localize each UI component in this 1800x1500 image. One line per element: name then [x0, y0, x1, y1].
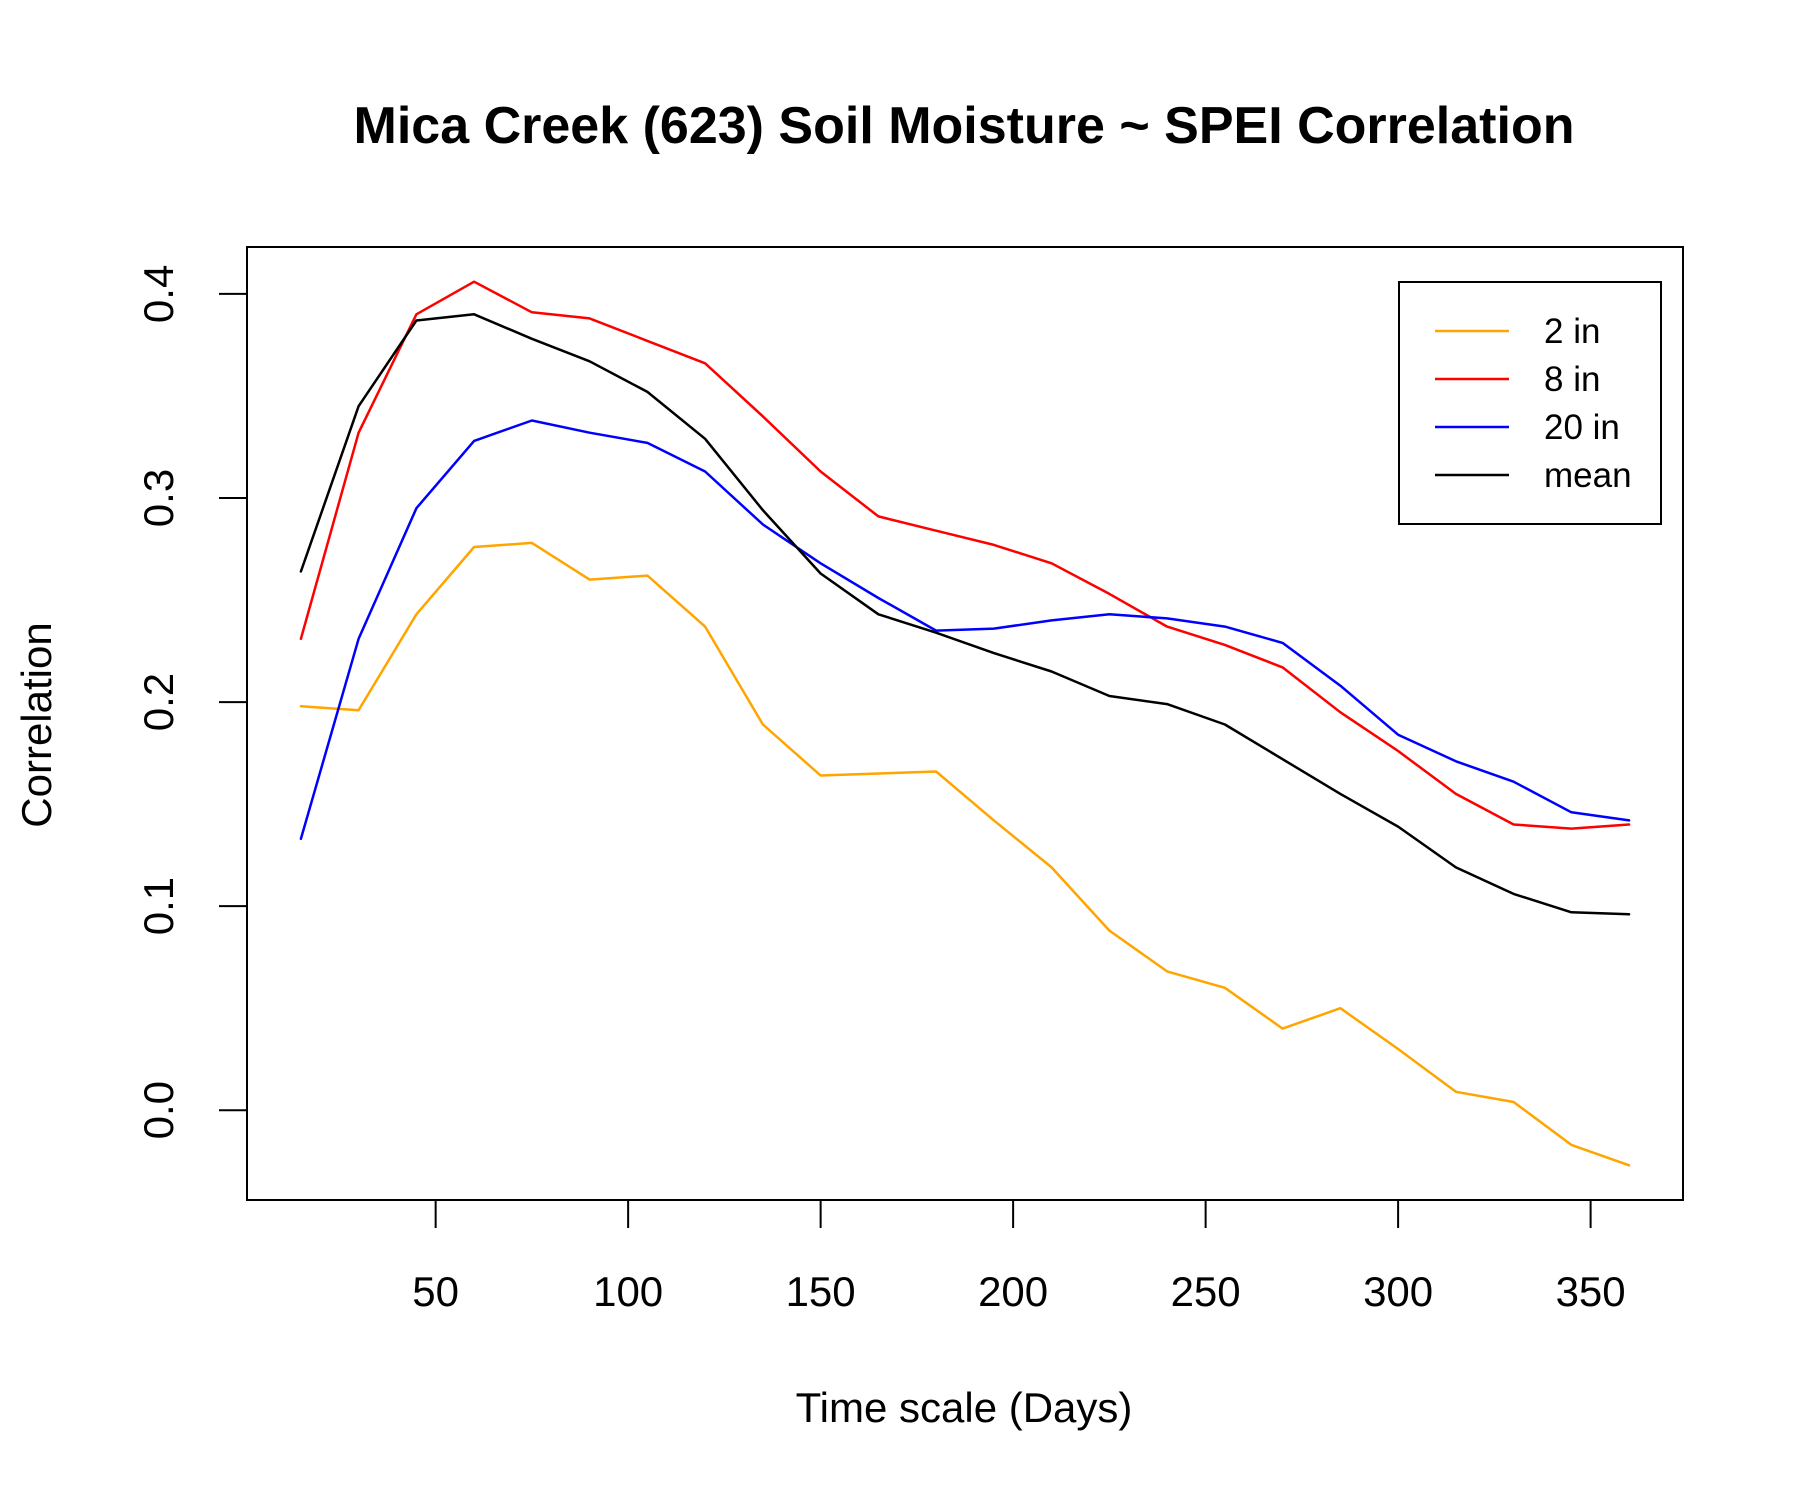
x-axis-title: Time scale (Days) [796, 1384, 1133, 1431]
legend-label: 2 in [1544, 312, 1600, 351]
plot-frame [246, 246, 1684, 1201]
series-line-8-in [299, 280, 1631, 830]
legend-label: mean [1544, 456, 1632, 495]
y-axis: 0.0 0.1 0.2 0.3 0.4 [135, 265, 247, 1139]
series-layer [299, 280, 1631, 1167]
y-tick-label: 0.2 [135, 673, 182, 731]
legend: 2 in 8 in 20 in mean [1398, 281, 1662, 525]
y-tick-label: 0.3 [135, 469, 182, 527]
legend-label: 20 in [1544, 408, 1620, 447]
x-tick-label: 350 [1556, 1268, 1626, 1315]
x-axis: 50 100 150 200 250 300 350 [412, 1200, 1626, 1315]
series-line-mean [299, 313, 1631, 916]
legend-box [1398, 281, 1662, 525]
x-tick-label: 50 [412, 1268, 459, 1315]
legend-label: 8 in [1544, 360, 1600, 399]
series-line-20-in [299, 419, 1631, 841]
x-tick-label: 250 [1171, 1268, 1241, 1315]
series-line-2-in [299, 541, 1631, 1167]
y-axis-title: Correlation [13, 622, 60, 827]
y-tick-label: 0.1 [135, 877, 182, 935]
chart-title: Mica Creek (623) Soil Moisture ~ SPEI Co… [354, 97, 1575, 155]
x-tick-label: 300 [1363, 1268, 1433, 1315]
y-tick-label: 0.4 [135, 265, 182, 323]
x-tick-label: 100 [593, 1268, 663, 1315]
y-tick-label: 0.0 [135, 1081, 182, 1139]
x-tick-label: 150 [786, 1268, 856, 1315]
x-tick-label: 200 [978, 1268, 1048, 1315]
